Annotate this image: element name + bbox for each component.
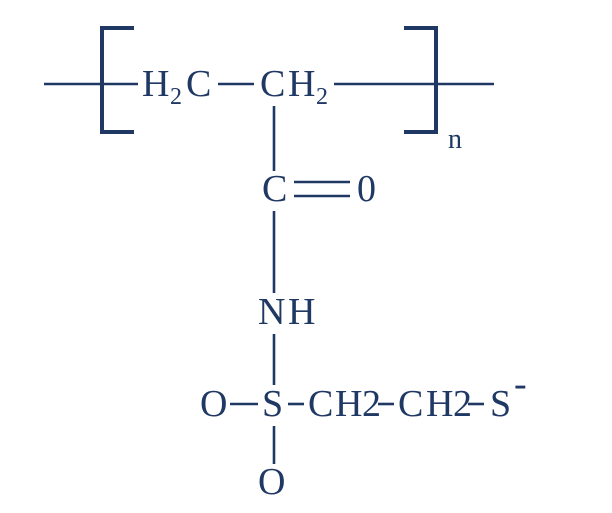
atom-thiolate-s: S — [490, 383, 511, 425]
polymer-bracket-right — [406, 28, 436, 132]
atom-h2c-h: H — [142, 63, 169, 105]
atom-nh-n: N — [258, 291, 285, 333]
atom-nh-h: H — [288, 291, 315, 333]
atom-ch2b-h: H — [426, 383, 453, 425]
atom-ch2b-2: 2 — [453, 383, 472, 425]
atom-ch2-h: H — [288, 63, 315, 105]
atom-ch2b-c: C — [398, 383, 423, 425]
atom-ch2a-h: H — [335, 383, 362, 425]
atom-h2c-2: 2 — [170, 84, 182, 110]
atom-h2c-c: C — [186, 63, 211, 105]
atom-carbonyl-c: C — [262, 168, 287, 210]
atom-thiolate-minus: - — [514, 363, 527, 405]
polymer-bracket-left — [102, 28, 132, 132]
atom-ch2a-c: C — [308, 383, 333, 425]
atom-carbonyl-o: 0 — [357, 168, 376, 210]
atom-ch2a-2: 2 — [362, 383, 381, 425]
atom-ch2-2: 2 — [316, 84, 328, 110]
chemical-structure-diagram: n H 2 C C H 2 C 0 N H O S O C H 2 C H — [0, 0, 612, 513]
repeat-subscript-n: n — [448, 124, 462, 155]
atom-labels: H 2 C C H 2 C 0 N H O S O C H 2 C H 2 S … — [142, 63, 527, 503]
atom-ch2-c: C — [260, 63, 285, 105]
atom-sulfonyl-o-bottom: O — [258, 461, 285, 503]
atom-sulfonyl-o-left: O — [200, 383, 227, 425]
atom-sulfonyl-s: S — [262, 383, 283, 425]
